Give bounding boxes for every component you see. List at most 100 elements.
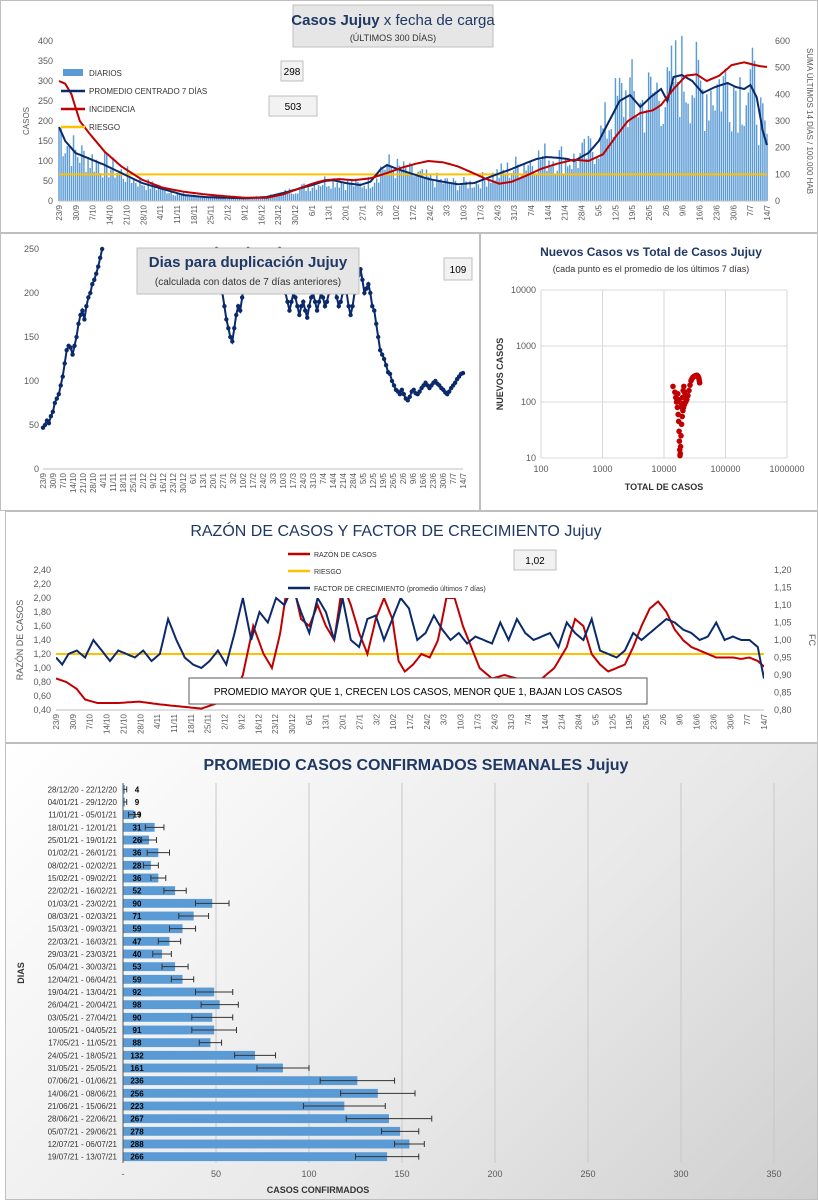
x-tick-label: 12/5 (611, 204, 620, 220)
x-tick-label: 12/5 (608, 713, 617, 729)
daily-bar (672, 81, 675, 201)
x-tick-label: 24/2 (426, 204, 435, 220)
x-tick-label: 13/1 (322, 713, 331, 729)
daily-bar (755, 124, 758, 201)
duplicacion-point (86, 295, 91, 300)
y2-tick-label: 1,10 (774, 600, 792, 610)
category-label: 15/03/21 - 09/03/21 (48, 925, 118, 934)
duplicacion-point (293, 295, 298, 300)
x-tick-label: 13/1 (325, 204, 334, 220)
daily-bar (764, 120, 766, 201)
weekly-bar (123, 1076, 358, 1086)
duplicacion-point (84, 304, 89, 309)
daily-bar (633, 90, 635, 201)
daily-bar (575, 160, 577, 201)
daily-bar (473, 187, 475, 201)
legend-label: RIESGO (314, 569, 342, 576)
x-tick-label: 100 (533, 464, 548, 474)
daily-bar (434, 187, 436, 201)
latest-value: 1,02 (525, 556, 545, 567)
x-tick-label: 16/6 (693, 713, 702, 729)
daily-bar (469, 180, 471, 201)
x-tick-label: 7/4 (524, 713, 533, 725)
daily-bar (708, 120, 710, 201)
latest-box (513, 549, 557, 571)
y2-tick-label: 400 (775, 89, 790, 99)
incidence-box (268, 95, 318, 117)
daily-bar (191, 196, 193, 201)
chart-casos-diarios: Casos Jujuy x fecha de carga (ÚLTIMOS 300… (22, 4, 814, 225)
value-label: 236 (130, 1077, 144, 1086)
daily-bar (533, 175, 536, 201)
duplicacion-point (74, 334, 79, 340)
daily-bar (280, 192, 282, 201)
daily-bar (373, 182, 376, 201)
daily-bar (664, 107, 666, 201)
x-tick-label: 30/9 (69, 713, 78, 729)
category-label: 25/01/21 - 19/01/21 (48, 836, 118, 845)
value-label: 53 (133, 963, 142, 972)
daily-bar (519, 177, 521, 201)
daily-bar (187, 195, 189, 201)
y2-tick-label: 1,05 (774, 618, 792, 628)
daily-bar (324, 176, 326, 201)
duplicacion-point (90, 282, 95, 287)
duplicacion-point (372, 308, 377, 313)
daily-bar (554, 173, 556, 201)
daily-bar (365, 189, 368, 201)
daily-bar (305, 190, 307, 201)
daily-bar (442, 183, 444, 201)
duplicacion-point (237, 308, 243, 313)
daily-bar (467, 188, 469, 201)
chart-subtitle: (cada punto es el promedio de los último… (553, 264, 750, 274)
daily-bar (629, 77, 631, 201)
daily-bar (531, 166, 534, 201)
x-tick-label: 4/11 (99, 472, 108, 488)
y-tick-label: 350 (38, 56, 53, 66)
daily-bar (133, 178, 135, 201)
x-tick-label: 23/12 (271, 713, 280, 734)
daily-bar (440, 179, 442, 201)
y2-tick-label: 1,00 (774, 635, 792, 645)
x-tick-label: 7/4 (527, 204, 536, 216)
y-tick-label: 100 (38, 156, 53, 166)
category-label: 22/03/21 - 16/03/21 (48, 937, 118, 946)
x-tick-label: 17/3 (473, 713, 482, 729)
value-label: 36 (133, 849, 142, 858)
chart-subtitle: (calculada con datos de 7 días anteriore… (155, 277, 341, 288)
duplicacion-point (64, 348, 69, 353)
legend-label: FACTOR DE CRECIMIENTO (promedio últimos … (314, 586, 486, 593)
x-tick-label: 9/12 (240, 204, 249, 220)
daily-bar (346, 179, 349, 201)
x-tick-label: 28/4 (349, 472, 358, 488)
y-tick-label: 1,60 (33, 621, 51, 631)
daily-bar (311, 187, 314, 201)
weekly-bar (123, 1139, 410, 1149)
daily-bar (340, 182, 343, 201)
daily-bar (745, 105, 747, 201)
x-tick-label: 7/7 (743, 713, 752, 725)
daily-bar (220, 196, 222, 201)
scatter-point (677, 443, 684, 450)
daily-bar (93, 171, 96, 201)
daily-bar (405, 167, 407, 201)
daily-bar (203, 196, 206, 201)
value-label: 278 (130, 1127, 144, 1136)
daily-bar (218, 196, 220, 201)
category-label: 29/03/21 - 23/03/21 (48, 950, 118, 959)
x-tick-label: 10/2 (389, 713, 398, 729)
daily-bar (81, 145, 83, 201)
title-box (136, 247, 360, 295)
daily-bar (691, 95, 693, 201)
y-tick-label: 200 (24, 288, 39, 298)
weekly-bar (123, 1126, 401, 1136)
y-tick-label: 10000 (511, 285, 536, 295)
duplicacion-point (350, 304, 355, 309)
scatter-point (674, 404, 681, 411)
daily-bar (201, 197, 203, 201)
daily-bar (566, 166, 569, 201)
daily-bar (666, 67, 669, 202)
daily-bar (620, 82, 623, 201)
daily-bar (251, 197, 253, 201)
daily-bar (419, 170, 421, 201)
